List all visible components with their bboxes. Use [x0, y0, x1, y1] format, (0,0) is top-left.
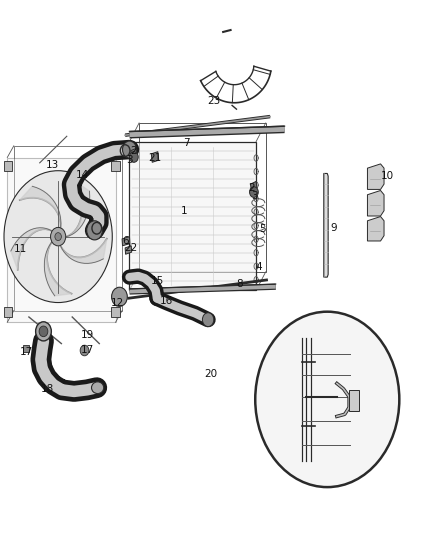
Text: 21: 21 [148, 152, 161, 163]
Text: 7: 7 [183, 138, 190, 148]
Circle shape [255, 312, 399, 487]
Text: 8: 8 [237, 279, 243, 289]
Circle shape [250, 187, 258, 197]
Text: 14: 14 [76, 170, 89, 180]
Circle shape [87, 221, 102, 240]
Text: 18: 18 [41, 384, 54, 394]
Polygon shape [367, 216, 384, 241]
Polygon shape [251, 181, 257, 190]
Bar [22, 345, 29, 352]
Polygon shape [131, 149, 137, 155]
Text: 19: 19 [81, 329, 94, 340]
Text: 4: 4 [256, 262, 262, 271]
Text: 9: 9 [330, 223, 337, 233]
Circle shape [55, 233, 61, 240]
Text: 5: 5 [259, 224, 266, 235]
Text: 3: 3 [126, 155, 133, 165]
Polygon shape [367, 164, 384, 189]
Polygon shape [367, 190, 384, 216]
Text: 1: 1 [181, 206, 187, 216]
Circle shape [50, 228, 66, 246]
Text: 13: 13 [46, 160, 59, 171]
Circle shape [112, 287, 127, 306]
Circle shape [130, 152, 138, 163]
Text: 12: 12 [111, 297, 124, 308]
Text: 16: 16 [160, 296, 173, 306]
Polygon shape [151, 152, 159, 163]
Polygon shape [20, 187, 61, 227]
Text: 20: 20 [205, 369, 218, 379]
Text: 15: 15 [151, 277, 165, 286]
Polygon shape [11, 228, 52, 270]
Circle shape [202, 313, 214, 327]
Bar [4, 161, 12, 171]
Polygon shape [66, 181, 90, 237]
Text: 3: 3 [251, 191, 258, 201]
Text: 11: 11 [14, 244, 27, 254]
Polygon shape [324, 173, 328, 277]
Text: 22: 22 [124, 243, 138, 253]
Ellipse shape [92, 382, 104, 393]
Circle shape [35, 322, 51, 341]
Text: 2: 2 [248, 183, 255, 193]
Text: 17: 17 [81, 345, 94, 356]
Circle shape [39, 326, 48, 337]
Bar [349, 390, 359, 411]
Polygon shape [60, 239, 107, 263]
Circle shape [4, 171, 112, 303]
Polygon shape [7, 158, 116, 322]
Polygon shape [125, 246, 132, 254]
Text: 6: 6 [122, 236, 128, 246]
Polygon shape [130, 142, 256, 290]
Text: 10: 10 [381, 171, 394, 181]
Text: 23: 23 [207, 95, 220, 106]
Polygon shape [44, 243, 71, 296]
Bar [4, 308, 12, 317]
Text: 2: 2 [131, 146, 137, 156]
Text: 17: 17 [19, 346, 33, 357]
Bar [111, 161, 120, 171]
Polygon shape [122, 237, 130, 246]
Circle shape [80, 345, 89, 356]
Bar [111, 308, 120, 317]
Circle shape [123, 141, 137, 158]
